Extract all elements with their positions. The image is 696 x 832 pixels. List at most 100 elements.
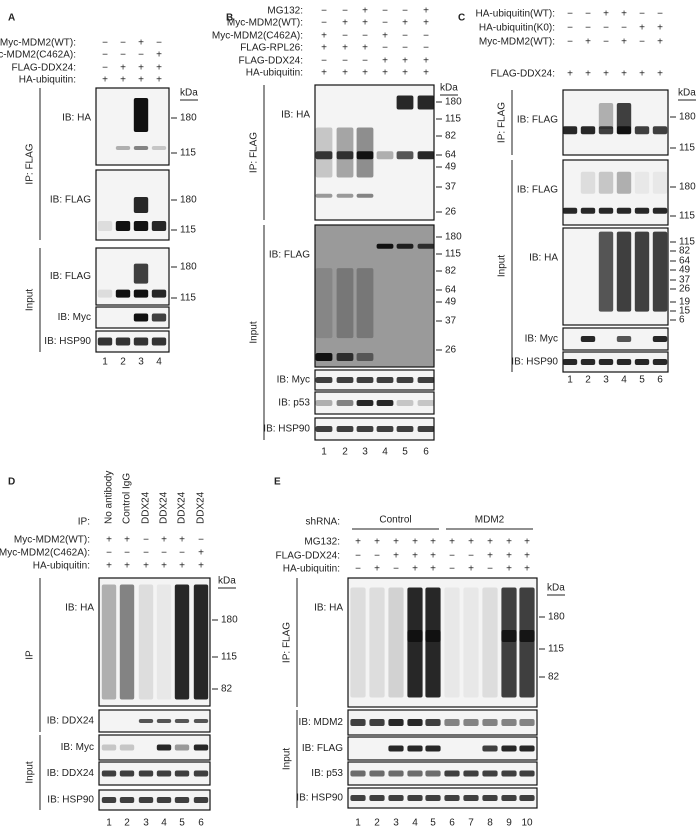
- marker-label: 180: [221, 615, 238, 626]
- band: [652, 359, 668, 365]
- condition-sign: −: [102, 50, 108, 61]
- condition-sign: +: [393, 551, 399, 562]
- band: [119, 797, 135, 803]
- condition-sign: +: [423, 68, 429, 79]
- condition-sign: +: [639, 69, 645, 80]
- band: [193, 770, 209, 777]
- lane-number: 10: [521, 818, 533, 829]
- condition-sign: +: [621, 69, 627, 80]
- condition-label: Myc-MDM2(WT):: [0, 38, 76, 49]
- blot: [314, 391, 435, 415]
- blot-label: IB: HSP90: [44, 336, 91, 347]
- condition-sign: +: [430, 564, 436, 575]
- condition-sign: +: [524, 537, 530, 548]
- lane-number: 5: [179, 818, 185, 829]
- condition-sign: +: [423, 56, 429, 67]
- condition-sign: −: [342, 6, 348, 17]
- marker-label: 115: [221, 652, 237, 663]
- condition-sign: +: [124, 561, 130, 572]
- marker-label: 82: [679, 246, 691, 257]
- marker-label: 49: [445, 162, 457, 173]
- band: [133, 197, 149, 213]
- condition-sign: +: [138, 75, 144, 86]
- blot-label: IB: FLAG: [269, 250, 310, 261]
- condition-sign: −: [603, 23, 609, 34]
- group-label: Input: [282, 748, 293, 770]
- condition-sign: +: [102, 75, 108, 86]
- ip-header-value: DDX24: [141, 491, 152, 524]
- condition-sign: −: [374, 551, 380, 562]
- band: [396, 151, 414, 160]
- blot-label: IB: FLAG: [50, 271, 91, 282]
- band: [97, 221, 113, 231]
- condition-sign: −: [567, 37, 573, 48]
- condition-label: HA-ubiquitin(WT):: [476, 9, 555, 20]
- group-label: IP: FLAG: [25, 143, 36, 184]
- condition-sign: −: [355, 551, 361, 562]
- blot-label: IB: Myc: [61, 742, 94, 753]
- condition-sign: −: [585, 23, 591, 34]
- band: [151, 313, 167, 322]
- marker-label: 180: [679, 182, 696, 193]
- band: [174, 744, 190, 751]
- band: [652, 207, 668, 214]
- band: [580, 359, 596, 365]
- band: [519, 587, 535, 698]
- blot: [562, 89, 669, 156]
- band: [407, 587, 423, 698]
- band: [562, 126, 578, 135]
- lane-number: 1: [567, 375, 573, 386]
- marker-label: 82: [445, 131, 457, 142]
- lane-number: 3: [362, 447, 368, 458]
- condition-sign: −: [138, 50, 144, 61]
- marker-label: 115: [180, 225, 196, 236]
- blot-label: IB: HA: [529, 253, 558, 264]
- shrna-label: shRNA:: [306, 517, 340, 528]
- lane-number: 4: [382, 447, 388, 458]
- condition-sign: +: [402, 68, 408, 79]
- condition-sign: −: [621, 23, 627, 34]
- condition-sign: +: [362, 6, 368, 17]
- marker-label: 37: [679, 275, 691, 286]
- condition-sign: −: [362, 31, 368, 42]
- band: [616, 171, 632, 194]
- band: [193, 797, 209, 803]
- condition-label: FLAG-DDX24:: [12, 63, 76, 74]
- band: [376, 400, 394, 406]
- condition-sign: −: [342, 56, 348, 67]
- ip-header-value: No antibody: [104, 471, 115, 524]
- condition-sign: −: [106, 548, 112, 559]
- blot: [562, 327, 669, 351]
- band: [598, 359, 614, 365]
- blot: [314, 369, 435, 391]
- band: [369, 719, 385, 726]
- group-label: IP: [25, 650, 36, 660]
- condition-sign: +: [567, 69, 573, 80]
- marker-label: 82: [548, 672, 560, 683]
- condition-sign: +: [124, 535, 130, 546]
- panel-label: B: [226, 13, 233, 24]
- condition-sign: +: [524, 564, 530, 575]
- marker-label: 115: [180, 148, 196, 159]
- condition-sign: +: [382, 31, 388, 42]
- band: [417, 377, 435, 383]
- marker-label: 15: [679, 306, 691, 317]
- condition-sign: −: [124, 548, 130, 559]
- condition-sign: −: [161, 548, 167, 559]
- band: [138, 719, 154, 723]
- condition-sign: +: [362, 18, 368, 29]
- band: [336, 268, 354, 339]
- band: [133, 289, 149, 298]
- blot-label: IB: FLAG: [517, 115, 558, 126]
- band: [174, 584, 190, 700]
- band: [336, 426, 354, 432]
- condition-sign: −: [393, 564, 399, 575]
- marker-label: 115: [445, 249, 461, 260]
- band: [369, 587, 385, 698]
- condition-label: FLAG-DDX24:: [276, 551, 340, 562]
- marker-label: 180: [445, 97, 462, 108]
- marker-label: 49: [445, 297, 457, 308]
- marker-label: 115: [679, 211, 695, 222]
- blot: [95, 87, 170, 166]
- band: [119, 770, 135, 777]
